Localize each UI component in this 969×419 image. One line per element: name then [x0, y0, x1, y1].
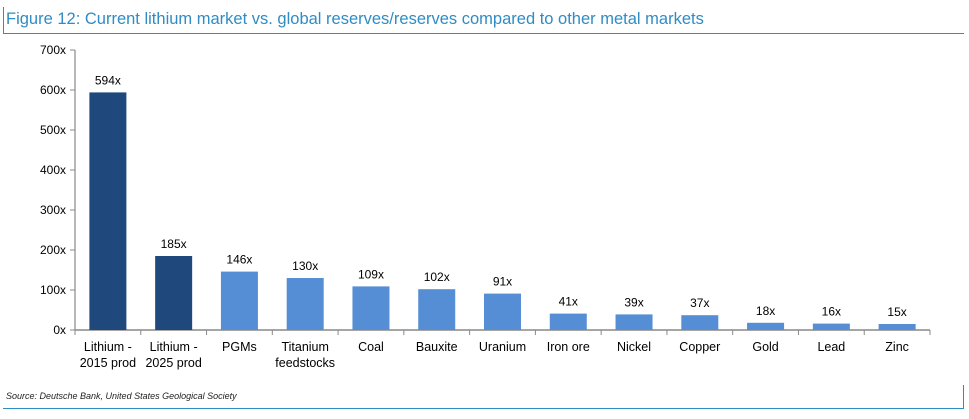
- data-label: 594x: [95, 73, 121, 87]
- data-label: 18x: [756, 304, 775, 318]
- data-label: 37x: [690, 296, 709, 310]
- data-label: 146x: [226, 253, 252, 267]
- bar: [615, 314, 653, 330]
- category-label-line: Copper: [679, 340, 720, 354]
- y-tick-label: 0x: [53, 323, 66, 337]
- title-border-left: [3, 7, 4, 33]
- category-label-line: Gold: [752, 340, 778, 354]
- category-label-line: Iron ore: [547, 340, 590, 354]
- category-label-line: Lithium -: [150, 340, 198, 354]
- y-tick-label: 200x: [40, 243, 66, 257]
- data-label: 39x: [624, 295, 643, 309]
- category-label: Titanium feedstocks: [275, 340, 335, 370]
- category-label-line: feedstocks: [275, 356, 335, 370]
- bar: [484, 293, 521, 330]
- data-label: 41x: [559, 295, 578, 309]
- category-label-line: Uranium: [479, 340, 526, 354]
- bar: [220, 271, 258, 330]
- bar: [418, 289, 456, 330]
- bar: [812, 323, 850, 330]
- category-label-line: 2015 prod: [80, 356, 136, 370]
- category-label-line: Lithium -: [84, 340, 132, 354]
- bar: [286, 278, 324, 330]
- data-label: 16x: [822, 305, 841, 319]
- category-label: Gold: [752, 340, 778, 354]
- category-label-line: PGMs: [222, 340, 257, 354]
- data-label: 130x: [292, 259, 318, 273]
- category-label: Copper: [679, 340, 720, 354]
- bar: [681, 315, 719, 330]
- bar: [352, 286, 390, 330]
- category-label: Coal: [358, 340, 384, 354]
- category-label-line: Coal: [358, 340, 384, 354]
- category-label-line: Bauxite: [416, 340, 458, 354]
- frame-bottom-edge: [3, 408, 964, 409]
- data-label: 15x: [887, 305, 906, 319]
- y-tick-label: 400x: [40, 163, 66, 177]
- data-label: 109x: [358, 267, 384, 281]
- category-label-line: 2025 prod: [145, 356, 201, 370]
- category-label: Lithium - 2025 prod: [145, 340, 201, 370]
- bar: [878, 324, 916, 330]
- category-label-line: Lead: [817, 340, 845, 354]
- data-label: 185x: [161, 237, 187, 251]
- bar-chart: 0x 100x 200x 300x 400x 500x 600x 700x 594x Lithiu…: [40, 43, 931, 370]
- category-label: Nickel: [617, 340, 651, 354]
- category-label: Bauxite: [416, 340, 458, 354]
- y-tick-label: 600x: [40, 83, 66, 97]
- category-label: Iron ore: [547, 340, 590, 354]
- y-tick-label: 300x: [40, 203, 66, 217]
- bar: [155, 256, 193, 330]
- frame-right-edge: [963, 385, 964, 408]
- bar: [89, 92, 127, 331]
- y-tick-label: 100x: [40, 283, 66, 297]
- category-label-line: Nickel: [617, 340, 651, 354]
- category-label-line: Titanium: [281, 340, 328, 354]
- y-tick-label: 700x: [40, 43, 66, 57]
- data-label: 91x: [493, 275, 512, 289]
- category-label-line: Zinc: [885, 340, 909, 354]
- category-label: Lithium - 2015 prod: [80, 340, 136, 370]
- data-label: 102x: [424, 270, 450, 284]
- bar: [747, 322, 785, 330]
- category-label: Uranium: [479, 340, 526, 354]
- figure-title: Figure 12: Current lithium market vs. gl…: [6, 10, 704, 28]
- category-label: Zinc: [885, 340, 909, 354]
- title-divider: [3, 33, 964, 34]
- category-label: PGMs: [222, 340, 257, 354]
- bar: [549, 313, 587, 330]
- category-label: Lead: [817, 340, 845, 354]
- source-note: Source: Deutsche Bank, United States Geo…: [6, 391, 237, 401]
- y-tick-label: 500x: [40, 123, 66, 137]
